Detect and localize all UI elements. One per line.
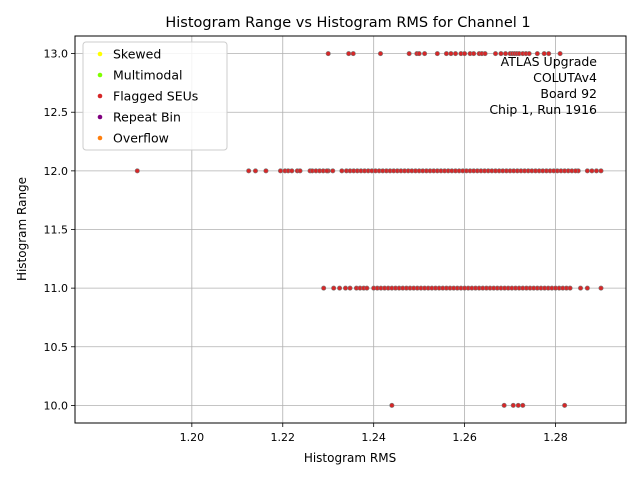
- data-point: [593, 168, 599, 174]
- data-point: [337, 285, 343, 291]
- annotation-line: Chip 1, Run 1916: [489, 102, 597, 117]
- x-tick-label: 1.26: [452, 431, 477, 444]
- annotation-line: COLUTAv4: [533, 70, 597, 85]
- y-tick-label: 11.0: [44, 282, 69, 295]
- data-point: [331, 285, 337, 291]
- x-tick-label: 1.24: [361, 431, 386, 444]
- data-point: [589, 168, 595, 174]
- data-point: [482, 51, 488, 57]
- data-point: [598, 285, 604, 291]
- data-point: [325, 51, 331, 57]
- data-point: [134, 168, 140, 174]
- y-tick-label: 12.0: [44, 165, 69, 178]
- data-point: [584, 285, 590, 291]
- data-point: [339, 168, 345, 174]
- data-point: [406, 51, 412, 57]
- data-point: [471, 51, 477, 57]
- data-point: [263, 168, 269, 174]
- data-point: [422, 51, 428, 57]
- data-point: [350, 51, 356, 57]
- data-point: [598, 168, 604, 174]
- data-point: [584, 168, 590, 174]
- x-tick-label: 1.20: [180, 431, 205, 444]
- legend-label: Multimodal: [113, 68, 182, 83]
- data-point: [330, 168, 336, 174]
- annotation-line: Board 92: [540, 86, 597, 101]
- data-point: [443, 51, 449, 57]
- data-point: [515, 402, 521, 408]
- legend: Skewed Multimodal Flagged SEUs Repeat Bin Ov…: [82, 41, 228, 151]
- data-point: [462, 51, 468, 57]
- data-point: [520, 402, 526, 408]
- data-point: [289, 168, 295, 174]
- data-point: [252, 168, 258, 174]
- legend-label: Overflow: [113, 131, 169, 146]
- data-point: [324, 168, 330, 174]
- data-point: [297, 168, 303, 174]
- legend-label: Skewed: [113, 47, 161, 62]
- data-point: [277, 168, 283, 174]
- data-point: [562, 402, 568, 408]
- data-point: [434, 51, 440, 57]
- data-point: [573, 168, 579, 174]
- data-point: [546, 51, 552, 57]
- data-point: [501, 402, 507, 408]
- data-point: [493, 51, 499, 57]
- chart-title: Histogram Range vs Histogram RMS for Cha…: [165, 15, 530, 31]
- data-point: [342, 285, 348, 291]
- y-tick-label: 12.5: [44, 106, 69, 119]
- data-point: [448, 51, 454, 57]
- data-point: [321, 285, 327, 291]
- annotation-line: ATLAS Upgrade: [501, 54, 598, 69]
- legend-marker: [97, 93, 103, 99]
- data-point: [578, 285, 584, 291]
- y-tick-label: 10.0: [44, 399, 69, 412]
- data-point: [526, 51, 532, 57]
- data-point: [377, 51, 383, 57]
- data-point: [453, 51, 459, 57]
- legend-label: Flagged SEUs: [113, 89, 198, 104]
- legend-marker: [97, 72, 103, 78]
- y-tick-label: 13.0: [44, 48, 69, 61]
- legend-box: [82, 41, 228, 151]
- data-point: [347, 285, 353, 291]
- data-point: [346, 51, 352, 57]
- x-tick-label: 1.28: [543, 431, 568, 444]
- legend-marker: [97, 51, 103, 57]
- data-point: [364, 285, 370, 291]
- data-points: [134, 51, 604, 408]
- x-tick-label: 1.22: [271, 431, 296, 444]
- legend-marker: [97, 135, 103, 141]
- data-point: [534, 51, 540, 57]
- legend-marker: [97, 114, 103, 120]
- legend-label: Repeat Bin: [113, 110, 181, 125]
- data-point: [246, 168, 252, 174]
- data-point: [389, 402, 395, 408]
- x-axis-label: Histogram RMS: [304, 451, 396, 465]
- y-axis-label: Histogram Range: [15, 177, 29, 281]
- data-point: [416, 51, 422, 57]
- x-axis-ticks: 1.20 1.22 1.24 1.26 1.28: [180, 423, 568, 444]
- y-tick-label: 11.5: [44, 224, 69, 237]
- data-point: [557, 51, 563, 57]
- data-point: [510, 402, 516, 408]
- data-point: [567, 285, 573, 291]
- y-axis-ticks: 10.0 10.5 11.0 11.5 12.0 12.5 13.0: [44, 48, 75, 412]
- y-tick-label: 10.5: [44, 341, 69, 354]
